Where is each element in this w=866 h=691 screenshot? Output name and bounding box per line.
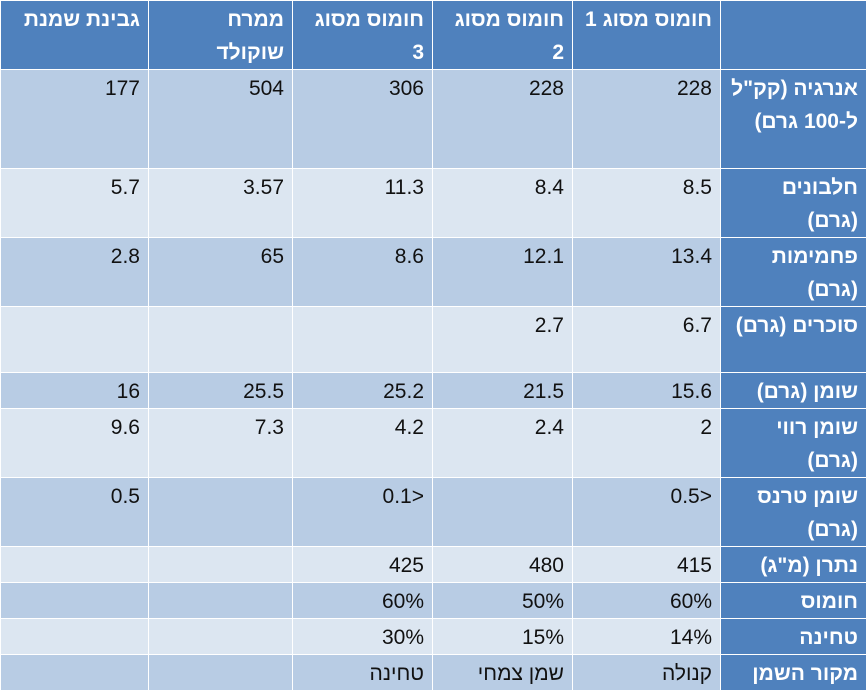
column-header: חומוס מסוג 2 bbox=[433, 1, 573, 70]
table-row: שומן טרנס (גרם)0.5> 0.1> 0.5 bbox=[1, 478, 866, 547]
row-header: שומן (גרם) bbox=[721, 373, 866, 409]
table-cell: 2 bbox=[573, 409, 721, 478]
table-cell: 8.6 bbox=[293, 238, 433, 307]
row-header: חלבונים (גרם) bbox=[721, 169, 866, 238]
table-cell: 15.6 bbox=[573, 373, 721, 409]
table-cell: 0.1> bbox=[293, 478, 433, 547]
table-cell: 415 bbox=[573, 547, 721, 583]
row-header: שומן רווי (גרם) bbox=[721, 409, 866, 478]
table-cell bbox=[149, 307, 293, 373]
table-cell: 228 bbox=[433, 70, 573, 169]
table-cell bbox=[433, 478, 573, 547]
table-cell: 306 bbox=[293, 70, 433, 169]
table-cell: 228 bbox=[573, 70, 721, 169]
table-cell: 177 bbox=[1, 70, 149, 169]
row-header: אנרגיה (קק"ל ל-100 גרם) bbox=[721, 70, 866, 169]
table-cell bbox=[149, 478, 293, 547]
table-cell: 60% bbox=[573, 583, 721, 619]
table-cell: 14% bbox=[573, 619, 721, 655]
row-header: סוכרים (גרם) bbox=[721, 307, 866, 373]
table-cell: 0.5 bbox=[1, 478, 149, 547]
table-cell bbox=[149, 619, 293, 655]
table-cell bbox=[1, 307, 149, 373]
table-cell: 13.4 bbox=[573, 238, 721, 307]
table-cell: 9.6 bbox=[1, 409, 149, 478]
table-cell: 6.7 bbox=[573, 307, 721, 373]
row-header: מקור השמן bbox=[721, 655, 866, 691]
column-header: חומוס מסוג 3 bbox=[293, 1, 433, 70]
table-cell: 504 bbox=[149, 70, 293, 169]
table-cell bbox=[1, 547, 149, 583]
table-cell: 16 bbox=[1, 373, 149, 409]
table-cell: 25.2 bbox=[293, 373, 433, 409]
table-cell: 60% bbox=[293, 583, 433, 619]
row-header: שומן טרנס (גרם) bbox=[721, 478, 866, 547]
table-cell: 3.57 bbox=[149, 169, 293, 238]
column-header: חומוס מסוג 1 bbox=[573, 1, 721, 70]
table-cell: 7.3 bbox=[149, 409, 293, 478]
column-header bbox=[721, 1, 866, 70]
table-cell: 2.7 bbox=[433, 307, 573, 373]
column-header: גבינת שמנת bbox=[1, 1, 149, 70]
header-row: חומוס מסוג 1 חומוס מסוג 2 חומוס מסוג 3 מ… bbox=[1, 1, 866, 70]
table-cell bbox=[149, 547, 293, 583]
table-cell: 21.5 bbox=[433, 373, 573, 409]
table-cell: 65 bbox=[149, 238, 293, 307]
table-cell: 8.4 bbox=[433, 169, 573, 238]
table-cell: 0.5> bbox=[573, 478, 721, 547]
table-cell: 50% bbox=[433, 583, 573, 619]
table-cell: 2.4 bbox=[433, 409, 573, 478]
table-cell: 30% bbox=[293, 619, 433, 655]
table-cell bbox=[1, 619, 149, 655]
table-cell: 5.7 bbox=[1, 169, 149, 238]
row-header: חומוס bbox=[721, 583, 866, 619]
row-header: טחינה bbox=[721, 619, 866, 655]
table-cell bbox=[149, 655, 293, 691]
table-cell: 15% bbox=[433, 619, 573, 655]
row-header: פחמימות (גרם) bbox=[721, 238, 866, 307]
table-cell: 11.3 bbox=[293, 169, 433, 238]
table-cell: 25.5 bbox=[149, 373, 293, 409]
table-cell: 2.8 bbox=[1, 238, 149, 307]
table-cell: 4.2 bbox=[293, 409, 433, 478]
row-header: נתרן (מ"ג) bbox=[721, 547, 866, 583]
table-cell: 425 bbox=[293, 547, 433, 583]
table-cell: שמן צמחי bbox=[433, 655, 573, 691]
table-cell: טחינה bbox=[293, 655, 433, 691]
table-cell bbox=[293, 307, 433, 373]
column-header: ממרח שוקולד bbox=[149, 1, 293, 70]
table-cell bbox=[149, 583, 293, 619]
table-cell bbox=[1, 655, 149, 691]
table-cell: 12.1 bbox=[433, 238, 573, 307]
table-cell: 480 bbox=[433, 547, 573, 583]
table-cell: 8.5 bbox=[573, 169, 721, 238]
table-cell bbox=[1, 583, 149, 619]
table-cell: קנולה bbox=[573, 655, 721, 691]
